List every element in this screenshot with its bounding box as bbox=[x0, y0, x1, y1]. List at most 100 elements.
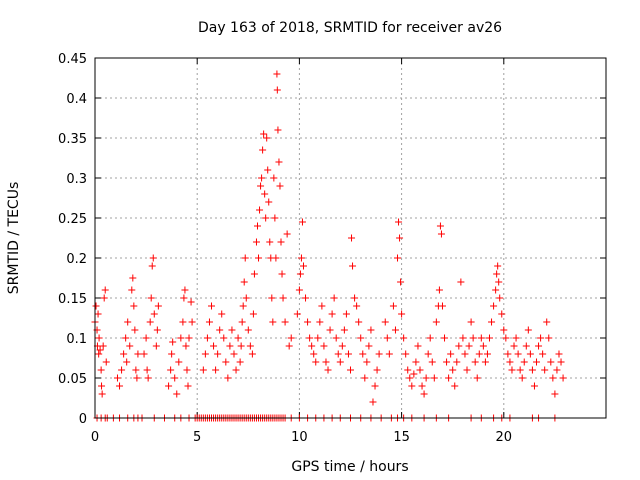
data-point bbox=[131, 326, 139, 334]
data-point bbox=[295, 286, 303, 294]
data-point bbox=[277, 238, 285, 246]
data-point bbox=[471, 358, 479, 366]
data-point bbox=[154, 302, 162, 310]
data-point bbox=[146, 318, 154, 326]
data-point bbox=[389, 302, 397, 310]
data-point bbox=[173, 390, 181, 398]
data-point bbox=[310, 350, 318, 358]
data-point bbox=[210, 342, 218, 350]
data-point bbox=[432, 318, 440, 326]
data-point bbox=[102, 358, 110, 366]
data-point bbox=[203, 334, 211, 342]
x-tick-label: 0 bbox=[91, 430, 99, 445]
y-tick-label: 0.45 bbox=[58, 52, 87, 67]
data-point bbox=[308, 342, 316, 350]
data-point bbox=[187, 298, 195, 306]
data-point bbox=[281, 318, 289, 326]
data-point bbox=[97, 366, 105, 374]
data-point bbox=[416, 366, 424, 374]
data-point bbox=[257, 182, 265, 190]
data-point bbox=[477, 334, 485, 342]
data-point bbox=[220, 334, 228, 342]
data-point bbox=[99, 342, 107, 350]
data-point bbox=[465, 342, 473, 350]
y-tick-label: 0.3 bbox=[66, 172, 87, 187]
data-point bbox=[134, 350, 142, 358]
data-point bbox=[228, 326, 236, 334]
data-point bbox=[95, 350, 103, 358]
data-point bbox=[316, 318, 324, 326]
data-point bbox=[495, 278, 503, 286]
data-point bbox=[264, 166, 272, 174]
data-series bbox=[91, 70, 567, 422]
data-point bbox=[179, 318, 187, 326]
y-axis-label: SRMTID / TECUs bbox=[6, 182, 22, 295]
data-point bbox=[147, 294, 155, 302]
data-point bbox=[543, 318, 551, 326]
data-point bbox=[385, 350, 393, 358]
data-point bbox=[128, 286, 136, 294]
data-point bbox=[270, 174, 278, 182]
data-point bbox=[463, 366, 471, 374]
data-point bbox=[148, 262, 156, 270]
data-point bbox=[249, 310, 257, 318]
data-point bbox=[357, 334, 365, 342]
data-point bbox=[322, 358, 330, 366]
data-point bbox=[273, 70, 281, 78]
data-point bbox=[332, 334, 340, 342]
data-point bbox=[528, 366, 536, 374]
data-point bbox=[98, 390, 106, 398]
data-point bbox=[153, 326, 161, 334]
data-point bbox=[318, 302, 326, 310]
data-point bbox=[306, 334, 314, 342]
data-point bbox=[457, 278, 465, 286]
x-tick-label: 20 bbox=[496, 430, 513, 445]
data-point bbox=[212, 366, 220, 374]
data-point bbox=[451, 382, 459, 390]
data-point bbox=[232, 366, 240, 374]
data-point bbox=[262, 214, 270, 222]
data-point bbox=[530, 382, 538, 390]
data-point bbox=[165, 382, 173, 390]
data-point bbox=[545, 334, 553, 342]
data-point bbox=[475, 350, 483, 358]
data-point bbox=[502, 334, 510, 342]
x-tick-label: 5 bbox=[193, 430, 201, 445]
data-point bbox=[402, 350, 410, 358]
data-point bbox=[483, 350, 491, 358]
data-point bbox=[492, 286, 500, 294]
data-point bbox=[279, 294, 287, 302]
data-point bbox=[261, 190, 269, 198]
data-point bbox=[342, 310, 350, 318]
data-point bbox=[168, 350, 176, 358]
plot-frame bbox=[94, 57, 607, 419]
data-point bbox=[222, 358, 230, 366]
data-point bbox=[92, 302, 100, 310]
data-point bbox=[453, 358, 461, 366]
data-point bbox=[365, 342, 373, 350]
data-point bbox=[493, 270, 501, 278]
data-point bbox=[238, 318, 246, 326]
data-point bbox=[122, 334, 130, 342]
data-point bbox=[324, 366, 332, 374]
y-tick-label: 0.15 bbox=[58, 292, 87, 307]
data-point bbox=[428, 358, 436, 366]
data-point bbox=[443, 358, 451, 366]
x-tick-label: 15 bbox=[393, 430, 410, 445]
data-point bbox=[269, 318, 277, 326]
data-point bbox=[441, 334, 449, 342]
data-point bbox=[553, 366, 561, 374]
data-point bbox=[414, 342, 422, 350]
data-point bbox=[113, 374, 121, 382]
data-point bbox=[129, 274, 137, 282]
data-point bbox=[124, 318, 132, 326]
data-point bbox=[120, 350, 128, 358]
data-point bbox=[467, 318, 475, 326]
data-point bbox=[498, 310, 506, 318]
data-point bbox=[256, 206, 264, 214]
data-point bbox=[302, 294, 310, 302]
data-point bbox=[268, 294, 276, 302]
data-point bbox=[396, 234, 404, 242]
data-point bbox=[296, 270, 304, 278]
x-axis-label: GPS time / hours bbox=[291, 459, 408, 475]
